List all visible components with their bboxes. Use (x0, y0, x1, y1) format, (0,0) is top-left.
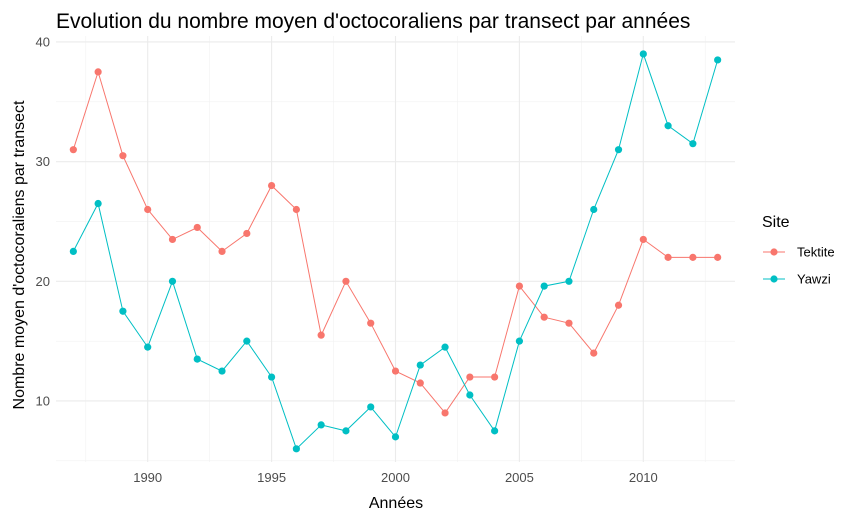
data-point-yawzi (590, 205, 598, 214)
x-tick-label: 1995 (257, 470, 286, 485)
series-layer (69, 50, 722, 453)
x-tick-label: 1990 (133, 470, 162, 485)
data-point-tektite (243, 229, 251, 238)
data-point-yawzi (292, 445, 300, 453)
y-tick-label: 30 (36, 154, 50, 169)
data-point-tektite (441, 409, 449, 417)
data-point-tektite (94, 68, 102, 76)
data-point-tektite (639, 235, 647, 244)
data-point-yawzi (491, 427, 499, 435)
data-point-yawzi (168, 277, 177, 285)
data-point-tektite (218, 247, 226, 255)
x-tick-label: 2005 (505, 470, 534, 485)
legend-key-point (770, 275, 778, 283)
series-yawzi (69, 50, 722, 453)
data-point-tektite (168, 235, 177, 244)
data-point-tektite (267, 181, 276, 190)
data-point-yawzi (193, 355, 201, 363)
y-tick-label: 40 (36, 34, 50, 49)
legend-label: Yawzi (797, 272, 831, 287)
legend-title: Site (762, 214, 790, 231)
legend-item-yawzi: Yawzi (763, 272, 831, 287)
data-point-yawzi (689, 140, 697, 148)
data-point-yawzi (466, 391, 474, 399)
data-point-tektite (367, 319, 375, 327)
data-point-yawzi (119, 307, 127, 315)
data-point-tektite (144, 205, 152, 214)
legend-items: Tektite Yawzi (763, 245, 835, 287)
data-point-tektite (342, 277, 350, 285)
y-tick-label: 10 (36, 393, 50, 408)
data-point-tektite (664, 253, 672, 261)
data-point-tektite (292, 205, 300, 214)
y-tick-label: 20 (36, 274, 50, 289)
data-point-yawzi (94, 199, 102, 208)
legend: Site Tektite Yawzi (762, 214, 835, 287)
data-point-tektite (689, 253, 697, 261)
grid (56, 36, 735, 462)
data-point-yawzi (267, 373, 276, 381)
data-point-yawzi (614, 146, 623, 154)
data-point-yawzi (515, 337, 524, 345)
data-point-tektite (416, 379, 424, 387)
data-point-yawzi (342, 427, 350, 435)
data-point-tektite (491, 373, 499, 381)
data-point-yawzi (540, 282, 548, 290)
x-axis-title: Années (369, 495, 423, 512)
data-point-yawzi (317, 421, 325, 429)
legend-key-point (770, 248, 778, 256)
data-point-tektite (69, 146, 77, 154)
x-tick-label: 2010 (629, 470, 658, 485)
chart-title: Evolution du nombre moyen d'octocoralien… (56, 10, 690, 33)
data-point-tektite (391, 367, 400, 375)
data-point-yawzi (391, 433, 400, 441)
data-point-yawzi (367, 403, 375, 411)
data-point-yawzi (144, 343, 152, 351)
data-point-yawzi (639, 50, 647, 58)
data-point-yawzi (441, 343, 449, 351)
data-point-yawzi (218, 367, 226, 375)
data-point-yawzi (664, 122, 672, 130)
legend-item-tektite: Tektite (763, 245, 835, 260)
data-point-tektite (590, 349, 598, 357)
data-point-tektite (714, 253, 722, 261)
y-axis-title: Nombre moyen d'octocoraliens par transec… (11, 100, 28, 410)
data-point-yawzi (243, 337, 251, 345)
data-point-tektite (614, 301, 623, 309)
data-point-yawzi (714, 56, 722, 64)
data-point-tektite (193, 223, 201, 232)
series-tektite (69, 68, 722, 417)
data-point-yawzi (565, 277, 573, 285)
legend-label: Tektite (797, 245, 835, 260)
data-point-yawzi (69, 247, 77, 255)
data-point-tektite (119, 152, 127, 160)
x-tick-label: 2000 (381, 470, 410, 485)
data-point-tektite (466, 373, 474, 381)
data-point-tektite (515, 282, 524, 290)
data-point-tektite (540, 313, 548, 321)
data-point-yawzi (416, 361, 424, 369)
data-point-tektite (317, 331, 325, 339)
data-point-tektite (565, 319, 573, 327)
